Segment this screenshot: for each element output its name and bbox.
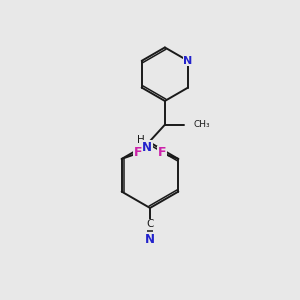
- Text: C: C: [146, 219, 154, 229]
- Text: H: H: [137, 136, 145, 146]
- Text: N: N: [183, 56, 193, 66]
- Text: F: F: [158, 146, 166, 160]
- Text: N: N: [142, 140, 152, 154]
- Text: N: N: [145, 233, 155, 246]
- Text: CH₃: CH₃: [193, 120, 210, 129]
- Text: F: F: [134, 146, 142, 160]
